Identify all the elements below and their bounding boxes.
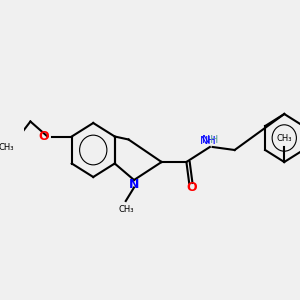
- Text: CH₃: CH₃: [0, 143, 14, 152]
- Text: O: O: [38, 130, 49, 143]
- Text: NH: NH: [200, 136, 217, 146]
- Text: N: N: [202, 135, 210, 146]
- Text: N: N: [129, 178, 139, 191]
- Text: O: O: [187, 181, 197, 194]
- Text: CH₃: CH₃: [118, 206, 134, 214]
- Text: H: H: [210, 135, 218, 146]
- Text: CH₃: CH₃: [277, 134, 292, 143]
